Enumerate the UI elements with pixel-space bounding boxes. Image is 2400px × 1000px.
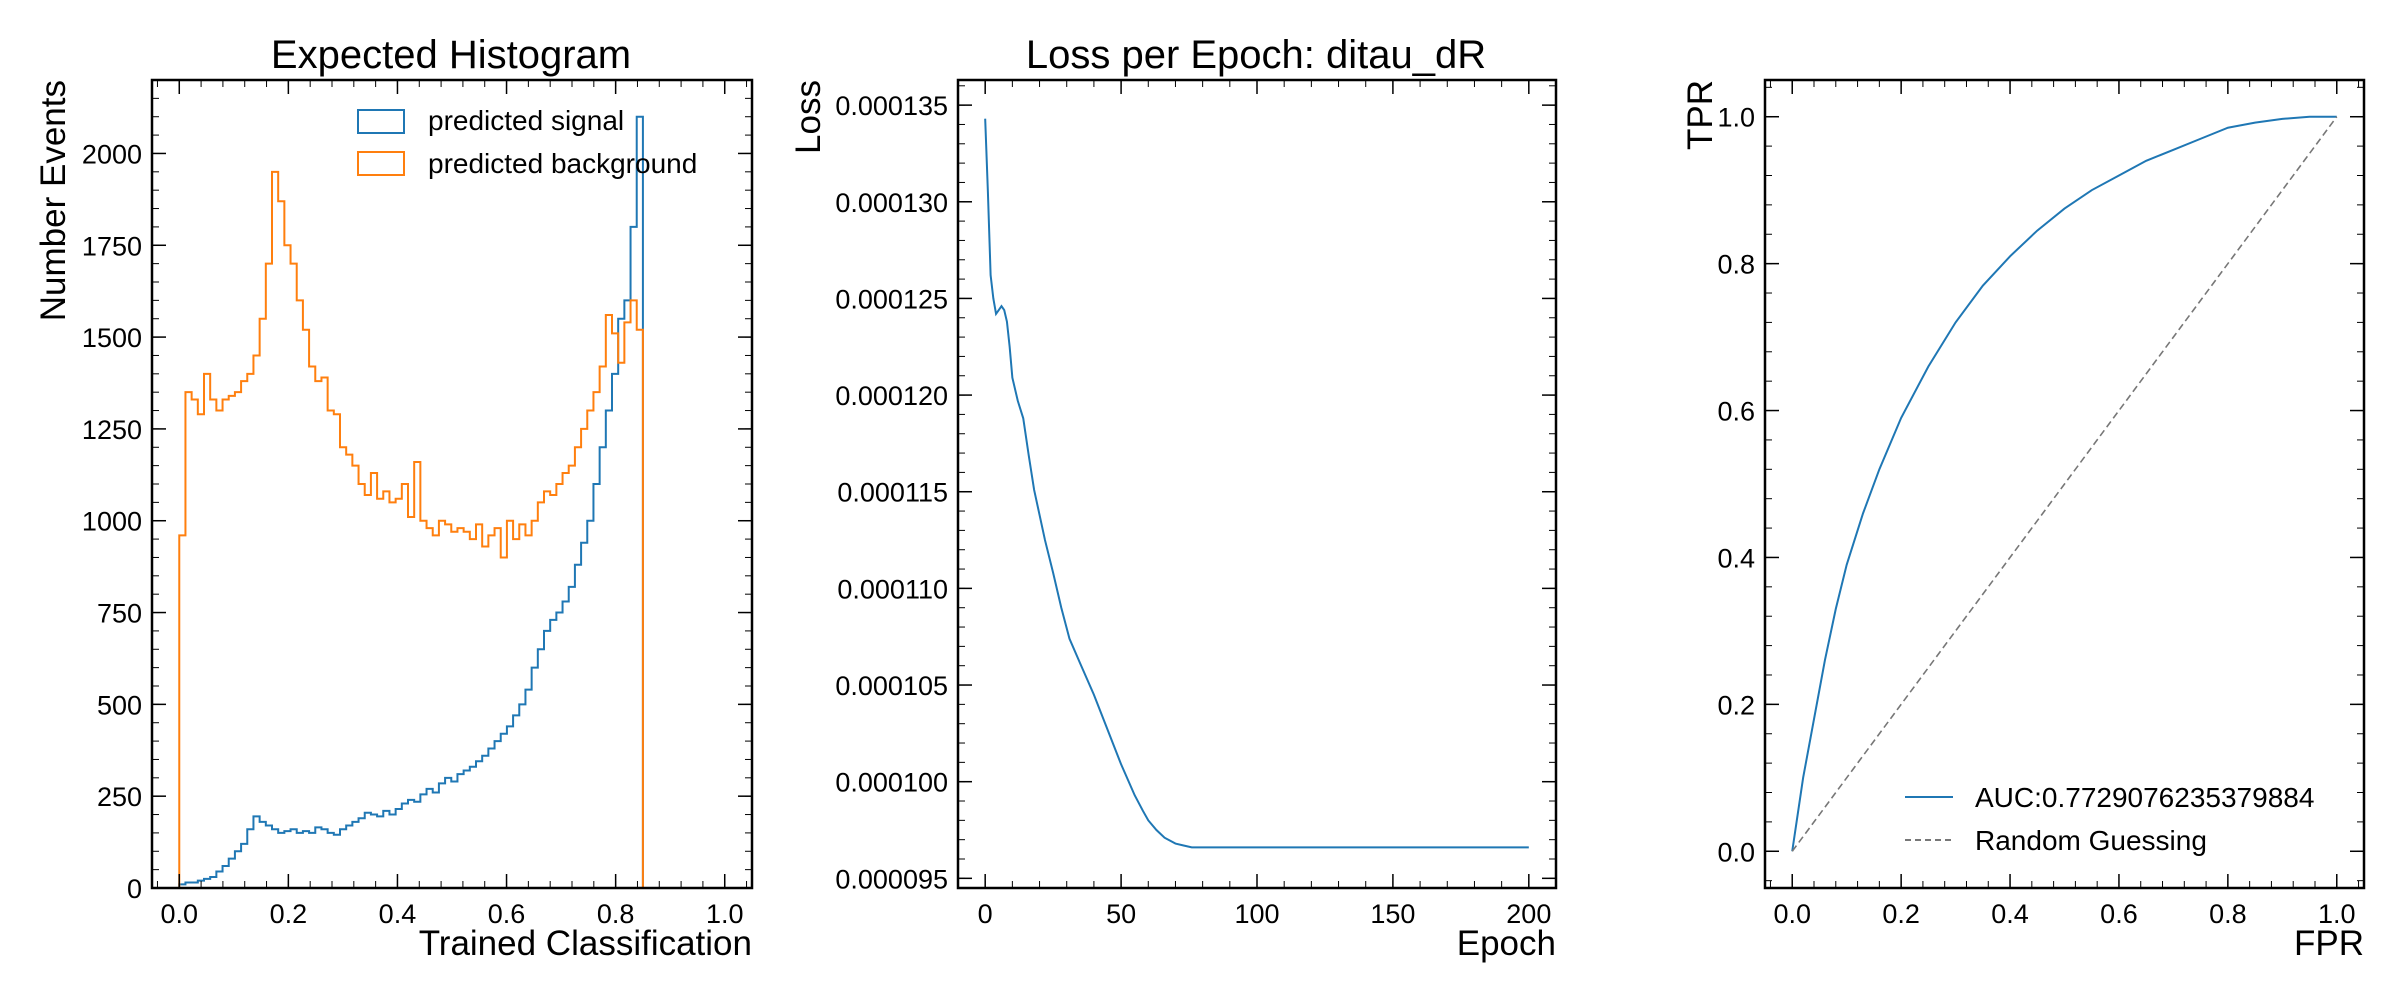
roc-xlabel: FPR: [2294, 924, 2364, 963]
random-guessing-line: [1791, 116, 2338, 852]
y-tick-label: 0.2: [1717, 690, 1755, 720]
x-tick-label: 0.0: [1773, 899, 1811, 929]
roc-ylabel: TPR: [1681, 80, 1720, 150]
y-tick-label: 250: [97, 782, 142, 812]
y-tick-label: 0.000130: [835, 188, 948, 218]
background-histogram-step: [178, 170, 644, 889]
y-tick-label: 0.000110: [837, 574, 948, 604]
y-tick-label: 0.000100: [835, 768, 948, 798]
y-tick-label: 0.000115: [837, 478, 948, 508]
x-tick-label: 1.0: [2318, 899, 2356, 929]
y-tick-label: 0: [127, 874, 142, 904]
y-tick-label: 0.0: [1717, 837, 1755, 867]
y-tick-label: 0.000125: [835, 284, 948, 314]
y-tick-label: 0.6: [1717, 397, 1755, 427]
ticks: 0 50 100 150 200 0.000095 0.000100 0.000105 0.00…: [835, 80, 1557, 929]
y-tick-label: 500: [97, 690, 142, 720]
histogram-xlabel: Trained Classification: [419, 924, 752, 963]
legend-label-signal: predicted signal: [428, 105, 624, 136]
x-tick-label: 0.0: [160, 899, 198, 929]
histogram-panel: Expected Histogram Trained Classificatio…: [34, 33, 754, 963]
x-tick-label: 0.2: [270, 899, 308, 929]
x-tick-label: 200: [1506, 899, 1551, 929]
y-tick-label: 1500: [82, 323, 142, 353]
y-tick-label: 0.000095: [835, 864, 948, 894]
x-tick-label: 0.8: [597, 899, 635, 929]
roc-legend: AUC:0.7729076235379884 Random Guessing: [1905, 782, 2314, 856]
y-tick-label: 1250: [82, 415, 142, 445]
loss-xlabel: Epoch: [1457, 924, 1556, 963]
axes-frame: [1763, 78, 2366, 890]
y-tick-label: 1750: [82, 231, 142, 261]
x-tick-label: 0.4: [379, 899, 417, 929]
axes-frame: [150, 78, 754, 890]
legend-swatch-signal: [357, 109, 405, 134]
x-tick-label: 0.2: [1882, 899, 1920, 929]
histogram-ylabel: Number Events: [34, 80, 73, 321]
x-tick-label: 0.6: [2100, 899, 2138, 929]
legend-label-auc: AUC:0.7729076235379884: [1975, 782, 2314, 813]
legend-label-random: Random Guessing: [1975, 825, 2207, 856]
loss-curve: [984, 118, 1529, 849]
x-tick-label: 0.8: [2209, 899, 2247, 929]
roc-curve: [1791, 115, 2337, 852]
x-tick-label: 0.4: [1991, 899, 2029, 929]
y-tick-label: 1000: [82, 507, 142, 537]
y-tick-label: 0.4: [1717, 543, 1755, 573]
roc-plot-area: [1791, 115, 2338, 852]
x-tick-label: 150: [1370, 899, 1415, 929]
x-tick-label: 100: [1234, 899, 1279, 929]
loss-ylabel: Loss: [789, 80, 828, 154]
axes-frame: [956, 78, 1558, 890]
y-tick-label: 1.0: [1717, 103, 1755, 133]
histogram-title: Expected Histogram: [271, 33, 631, 77]
roc-panel: FPR TPR AUC:0.7729076235379884 Random Gu…: [1681, 78, 2366, 963]
loss-title: Loss per Epoch: ditau_dR: [1026, 33, 1486, 77]
x-tick-label: 0.6: [488, 899, 526, 929]
legend-swatch-background: [357, 151, 405, 176]
legend-label-background: predicted background: [428, 148, 697, 179]
loss-plot-area: [984, 118, 1529, 849]
loss-panel: Loss per Epoch: ditau_dR Epoch Loss 0 50 1…: [789, 33, 1558, 963]
signal-histogram-step: [178, 115, 644, 889]
y-tick-label: 0.000105: [835, 671, 948, 701]
y-tick-label: 750: [97, 599, 142, 629]
y-tick-label: 0.8: [1717, 250, 1755, 280]
x-tick-label: 1.0: [706, 899, 744, 929]
x-tick-label: 50: [1106, 899, 1136, 929]
histogram-legend: predicted signal predicted background: [357, 105, 697, 179]
y-tick-label: 0.000135: [835, 91, 948, 121]
y-tick-label: 2000: [82, 139, 142, 169]
histogram-plot-area: [178, 115, 644, 889]
y-tick-label: 0.000120: [835, 381, 948, 411]
x-tick-label: 0: [978, 899, 993, 929]
